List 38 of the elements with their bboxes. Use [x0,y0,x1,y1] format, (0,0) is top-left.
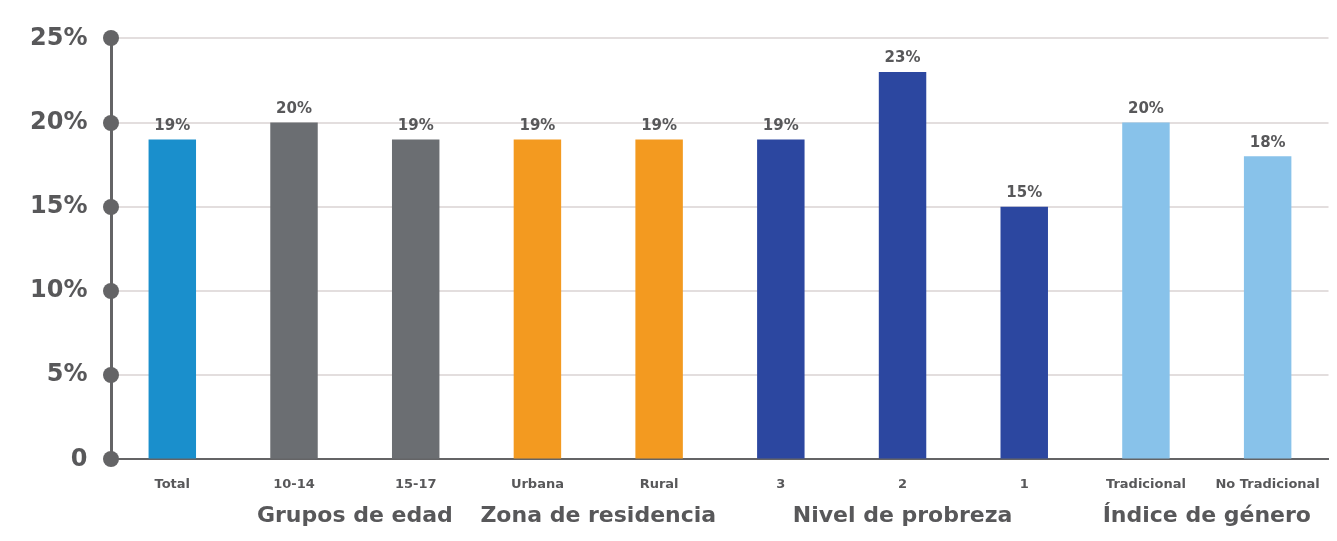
data-label: 23% [884,48,921,67]
x-tick-label: Rural [639,475,679,491]
y-tick-label: 15% [29,191,88,220]
data-label: 20% [276,98,312,117]
bar [1000,206,1048,459]
bar [1243,156,1292,459]
x-tick-label: 3 [776,475,786,491]
y-tick-label: 5% [46,359,88,388]
x-tick-label: 10-14 [273,475,315,491]
y-tick-label: 10% [29,275,88,304]
x-tick-label: Tradicional [1105,475,1186,491]
text: Zona de residencia [480,502,717,528]
data-label: 15% [1006,183,1043,202]
bar [757,139,805,459]
bar [635,139,683,459]
text: Nivel de probreza [792,502,1013,528]
x-tick-label: Total [154,475,191,491]
data-label: 19% [397,115,434,134]
y-tick-label: 20% [29,106,88,135]
x-tick-label: No Tradicional [1215,475,1320,491]
data-label: 18% [1249,132,1286,151]
data-label: 19% [154,115,191,134]
data-label: 20% [1127,98,1164,117]
text: Índice de género [1102,502,1311,528]
bar [148,139,197,459]
bar [513,139,562,459]
data-label: 19% [641,115,678,134]
x-tick-label: 15-17 [394,475,437,491]
text: Grupos de edad [256,502,453,528]
data-label: 19% [519,115,556,134]
bar [1122,122,1170,459]
x-tick-label: 1 [1019,475,1029,491]
y-tick-label: 25% [29,22,88,51]
x-tick-label: 2 [898,475,908,491]
y-tick-label: 0 [70,443,88,472]
data-label: 19% [762,115,799,134]
x-tick-label: Urbana [510,475,564,491]
bar [878,72,927,459]
